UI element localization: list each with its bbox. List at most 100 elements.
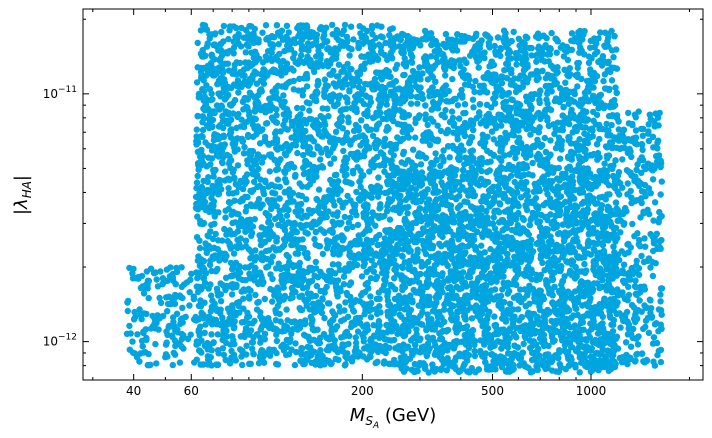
scatter-point [237,346,244,353]
scatter-point [350,170,357,177]
scatter-point [310,138,318,145]
scatter-point [238,319,246,326]
scatter-point [350,36,357,43]
scatter-point [234,162,242,169]
scatter-point [277,318,284,325]
scatter-point [222,356,229,364]
scatter-point [243,342,250,349]
scatter-point [200,77,207,84]
scatter-point [363,93,371,100]
scatter-point [203,82,210,89]
scatter-point [341,157,348,165]
scatter-point [274,146,281,153]
scatter-point [157,268,164,275]
scatter-point [352,315,360,322]
scatter-point [229,284,237,291]
scatter-point [364,202,371,209]
scatter-point [195,94,202,101]
scatter-point [254,299,261,306]
scatter-point [184,335,192,343]
scatter-point [308,176,316,183]
scatter-point [276,96,283,103]
scatter-point [382,278,389,285]
scatter-point [226,131,234,138]
scatter-point [345,114,352,121]
scatter-point [225,91,232,99]
scatter-point [223,282,230,290]
scatter-point [298,200,305,208]
scatter-point [243,41,250,48]
scatter-point [316,355,324,362]
scatter-point [325,113,332,120]
scatter-point [372,359,379,367]
scatter-point [242,237,250,244]
scatter-point [201,22,209,29]
scatter-point [297,123,305,130]
scatter-point [226,27,233,34]
scatter-point [196,347,203,354]
scatter-point [299,105,306,112]
scatter-point [283,264,290,271]
scatter-point [280,271,287,279]
scatter-point [358,117,365,124]
scatter-point [308,29,315,36]
scatter-point [272,247,280,254]
scatter-point [368,194,375,201]
scatter-point [289,225,296,232]
scatter-point [177,293,184,301]
scatter-point [390,251,397,258]
scatter-point [367,126,375,133]
scatter-point [306,337,314,344]
scatter-point [323,245,331,252]
scatter-point [343,81,351,88]
scatter-point [225,109,232,117]
scatter-point [363,137,370,145]
scatter-point [329,218,336,225]
scatter-point [292,340,299,347]
scatter-point [152,340,159,348]
scatter-point [368,25,376,32]
scatter-point [347,214,354,221]
scatter-point [316,305,324,313]
scatter-point [345,119,352,126]
scatter-point [269,298,276,305]
scatter-point [377,99,385,106]
scatter-point [358,152,366,159]
scatter-point [140,285,148,292]
scatter-point [248,49,255,56]
scatter-point [359,132,367,139]
scatter-point [162,341,170,348]
scatter-point [231,175,238,182]
scatter-point [292,127,299,134]
scatter-point [204,346,211,353]
scatter-point [303,28,310,35]
scatter-point [333,242,340,249]
scatter-point [365,238,372,246]
scatter-point [273,360,280,368]
scatter-point [235,183,242,191]
scatter-point [327,187,334,194]
scatter-point [341,68,348,75]
scatter-point [222,214,229,221]
scatter-point [380,90,387,97]
scatter-point [373,295,380,303]
scatter-point [360,100,368,108]
scatter-point [387,88,394,96]
scatter-point [214,81,221,88]
scatter-point [131,308,138,316]
scatter-point [214,132,221,139]
scatter-point [330,143,337,150]
scatter-point [232,219,239,226]
scatter-point [355,195,362,203]
scatter-point [274,302,282,310]
scatter-point [384,157,391,164]
scatter-point [238,80,246,88]
scatter-point [219,159,226,167]
scatter-point [286,145,294,152]
scatter-point [371,262,378,269]
scatter-point [343,171,350,178]
scatter-point [347,197,354,204]
scatter-point [380,360,388,367]
scatter-point [218,186,225,193]
scatter-point [258,159,266,166]
